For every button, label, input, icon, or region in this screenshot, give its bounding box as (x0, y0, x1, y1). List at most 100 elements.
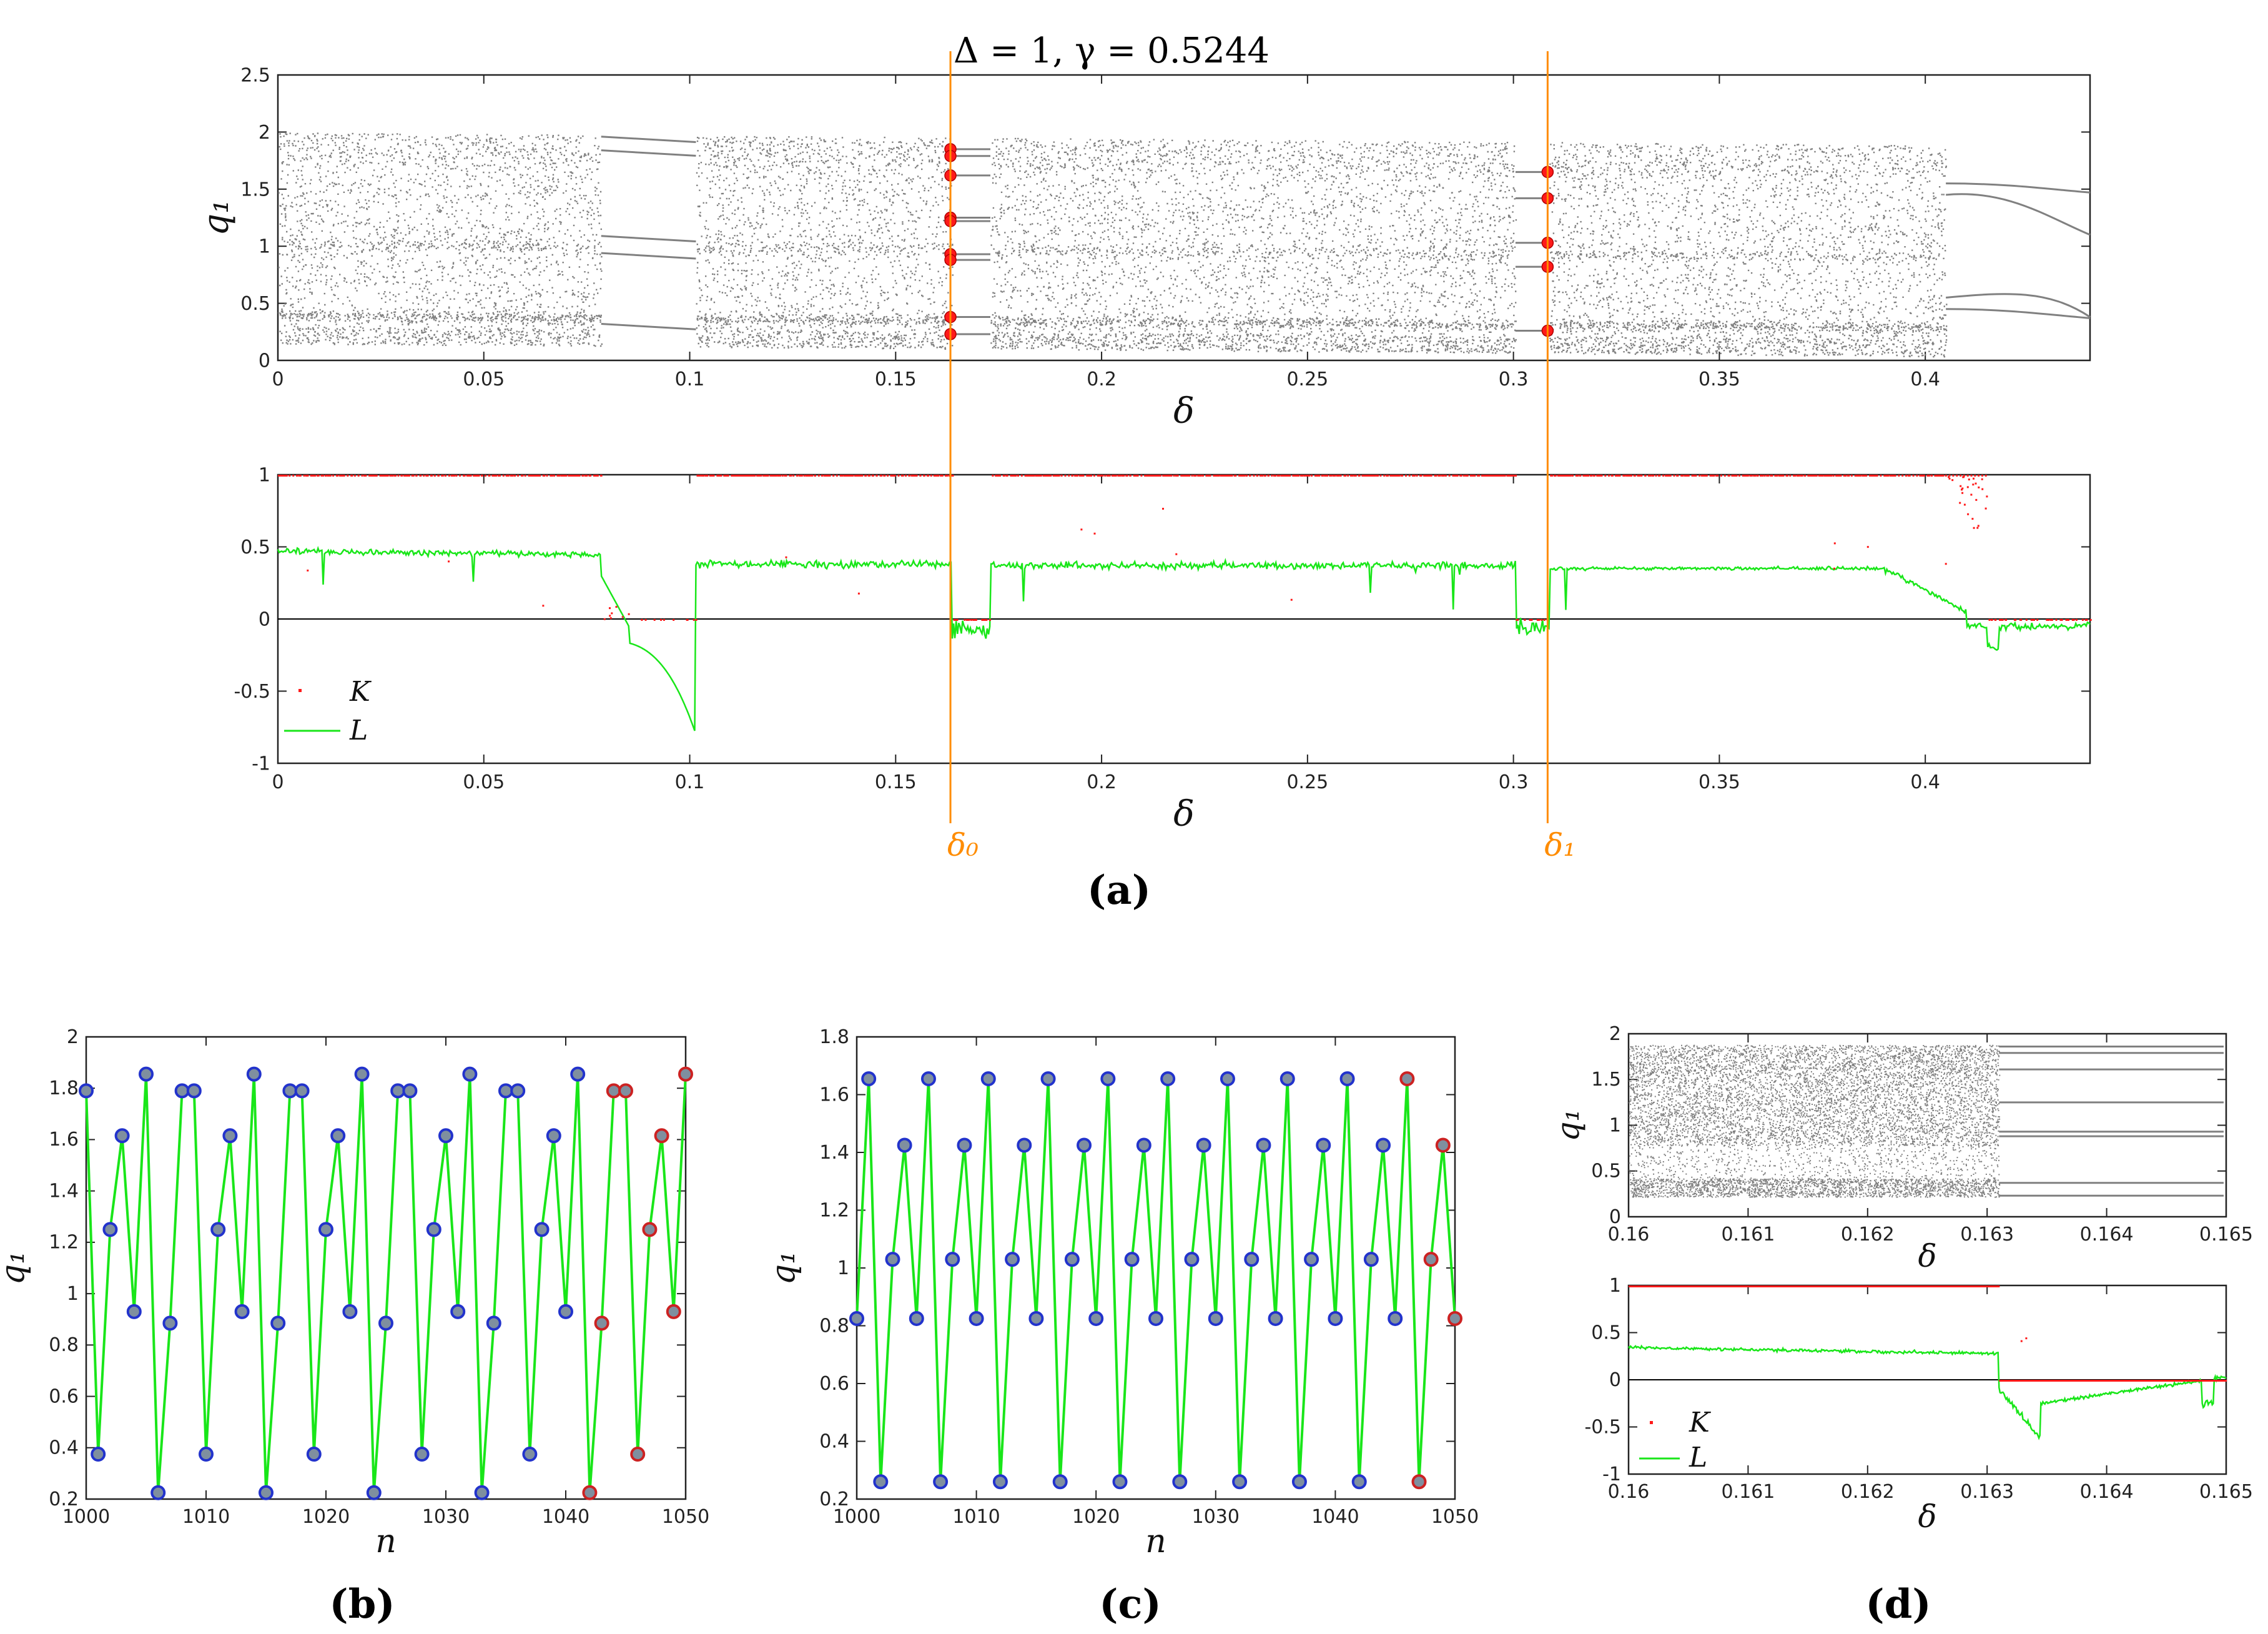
x-tick-label: 0.25 (1286, 369, 1328, 390)
blue-orbit-point (992, 1474, 1008, 1490)
blue-orbit-point (199, 1447, 214, 1462)
panel-d-indicators: 0.16 0.161 0.162 0.163 0.164 0.165 -1 -0.5 0 0.5 1… (1584, 1275, 2252, 1535)
x-tick-label: 0.05 (463, 771, 505, 793)
x-tick-label: 0.4 (1910, 369, 1940, 390)
delta-markers: δ₀ δ₁ (947, 51, 1575, 863)
red-orbit-point (642, 1222, 658, 1237)
blue-orbit-point (150, 1485, 166, 1500)
blue-orbit-point (522, 1447, 538, 1462)
blue-orbit-point (1328, 1310, 1343, 1326)
x-tick-label: 0.4 (1910, 771, 1940, 793)
plot-frame (277, 74, 2091, 362)
blue-orbit-point (498, 1083, 513, 1099)
y-tick-label: 2.5 (240, 65, 270, 87)
blue-orbit-point (318, 1222, 333, 1237)
x-tick-label: 0.1 (675, 369, 705, 390)
blue-orbit-point (546, 1128, 561, 1144)
x-tick-label: 0.3 (1499, 369, 1529, 390)
blue-orbit-point (558, 1304, 573, 1319)
x-tick-label: 0.163 (1960, 1224, 2014, 1245)
K-series-points (278, 475, 2092, 621)
y-tick-label: 1 (259, 236, 270, 258)
blue-orbit-point (1232, 1474, 1248, 1490)
x-tick-label: 0.15 (875, 771, 917, 793)
y-tick-label: -0.5 (234, 681, 270, 703)
y-tick-label: 0.2 (49, 1488, 79, 1510)
blue-orbit-point (1268, 1310, 1283, 1326)
blue-orbit-point (1148, 1310, 1163, 1326)
y-tick-label: 1.4 (49, 1180, 79, 1202)
x-tick-label: 0.16 (1608, 1481, 1650, 1503)
blue-orbit-point (366, 1485, 382, 1500)
blue-orbit-point (1316, 1137, 1331, 1153)
legend-K-marker (1650, 1421, 1653, 1424)
blue-orbit-point (259, 1485, 274, 1500)
periodic-branch (601, 323, 696, 330)
legend-K-marker (298, 689, 302, 692)
blue-orbit-point (849, 1310, 864, 1326)
blue-orbit-point (1208, 1310, 1223, 1326)
x-tick-label: 0.3 (1499, 771, 1529, 793)
blue-orbit-point (414, 1447, 430, 1462)
y-tick-label: 0.5 (1591, 1322, 1621, 1344)
y-tick-label: 0.6 (819, 1373, 849, 1395)
y-tick-label: 1 (1609, 1275, 1621, 1297)
x-tick-label: 1040 (1311, 1506, 1359, 1528)
blue-orbit-point (873, 1474, 889, 1490)
y-tick-label: 1.2 (819, 1199, 849, 1221)
blue-orbit-point (969, 1310, 984, 1326)
y-tick-label: 0.6 (49, 1385, 79, 1407)
blue-orbit-point (378, 1315, 393, 1331)
periodic-branch (601, 149, 696, 157)
y-tick-label: -1 (252, 753, 270, 775)
blue-orbit-point (1304, 1252, 1319, 1267)
panel-c-timeseries: 1000 1010 1020 1030 1040 1050 0.2 0.4 0.6 0.8 1 1.2… (765, 1026, 1479, 1560)
L-series-line (1627, 1344, 2227, 1440)
blue-orbit-point (1196, 1137, 1211, 1153)
blue-orbit-point (486, 1315, 501, 1331)
y-tick-label: 0.5 (1591, 1161, 1621, 1182)
blue-orbit-point (1017, 1137, 1032, 1153)
legend: KL (1639, 1407, 1711, 1473)
x-tick-label: 0.35 (1699, 369, 1740, 390)
red-orbit-point (606, 1083, 621, 1099)
blue-orbit-point (1100, 1071, 1116, 1087)
x-tick-label: 0.164 (2080, 1224, 2134, 1245)
y-tick-label: 1.5 (240, 179, 270, 201)
red-orbit-point (678, 1066, 693, 1082)
blue-orbit-point (174, 1083, 190, 1099)
blue-orbit-point (1052, 1474, 1068, 1490)
plot-frame (855, 1036, 1456, 1500)
legend-K-label: K (349, 676, 372, 708)
blue-orbit-point (1256, 1137, 1271, 1153)
x-tick-label: 1020 (1072, 1506, 1120, 1528)
x-axis-label: n (1145, 1523, 1166, 1560)
y-axis-label: q₁ (0, 1251, 32, 1285)
blue-orbit-point (1363, 1252, 1379, 1267)
x-tick-label: 1020 (302, 1506, 350, 1528)
y-tick-label: 0 (259, 609, 270, 631)
y-tick-label: 2 (1609, 1023, 1621, 1045)
blue-orbit-point (1376, 1137, 1391, 1153)
red-orbit-point (654, 1128, 669, 1144)
red-orbit-point (618, 1083, 633, 1099)
blue-orbit-point (294, 1083, 310, 1099)
blue-orbit-point (534, 1222, 550, 1237)
delta0-label: δ₀ (947, 827, 979, 863)
blue-orbit-point (1124, 1252, 1140, 1267)
periodic-branch (601, 252, 696, 260)
blue-orbit-point (354, 1066, 370, 1082)
blue-orbit-point (234, 1304, 250, 1319)
red-orbit-point (1423, 1252, 1439, 1267)
blue-orbit-point (390, 1083, 406, 1099)
y-tick-label: 0 (1609, 1369, 1621, 1391)
blue-orbit-point (1112, 1474, 1128, 1490)
blue-orbit-point (1172, 1474, 1188, 1490)
x-tick-label: 0.161 (1721, 1224, 1775, 1245)
panel-label-d: (d) (1865, 1581, 1931, 1628)
x-tick-label: 0.165 (2199, 1224, 2253, 1245)
blue-orbit-point (1077, 1137, 1092, 1153)
blue-orbit-point (1160, 1071, 1176, 1087)
blue-orbit-point (1136, 1137, 1151, 1153)
y-tick-label: 2 (259, 122, 270, 144)
